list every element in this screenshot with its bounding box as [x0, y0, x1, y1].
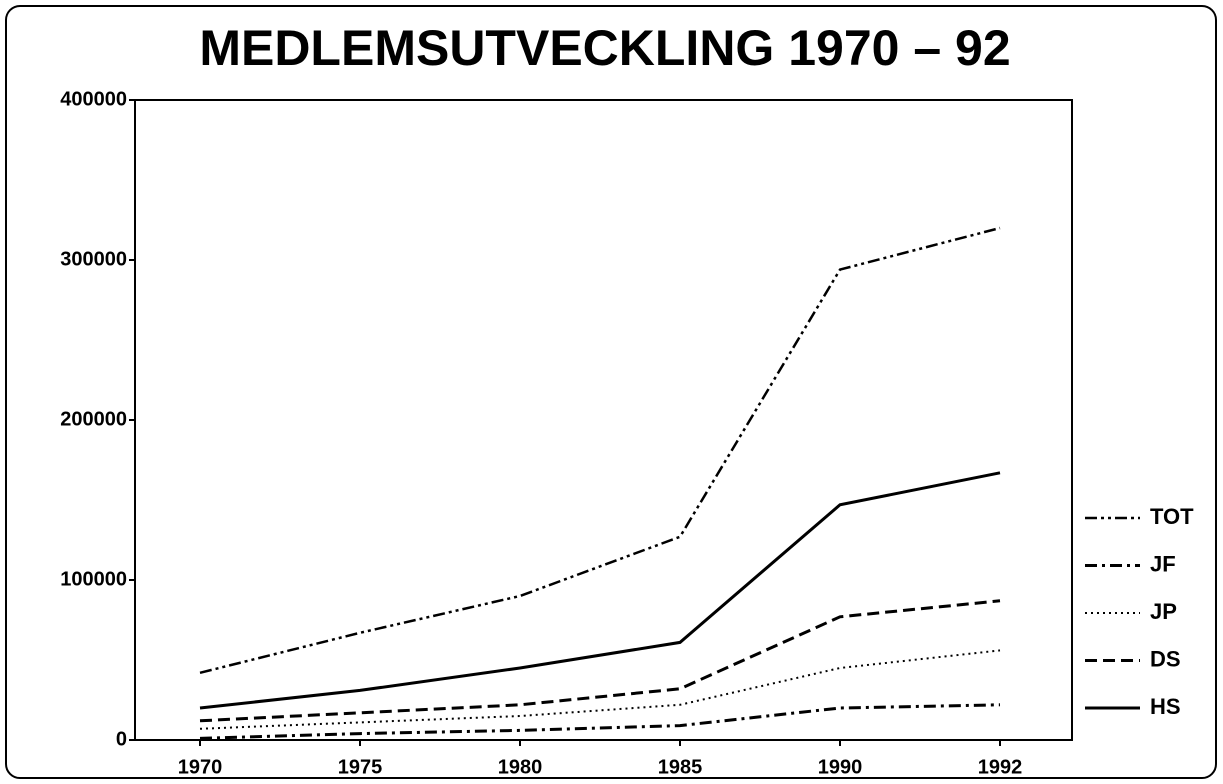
y-tick-label: 0	[116, 728, 127, 750]
y-tick-label: 400000	[60, 88, 127, 110]
chart-title: MEDLEMSUTVECKLING 1970 – 92	[199, 20, 1010, 76]
legend-label: DS	[1150, 646, 1181, 671]
y-tick-label: 300000	[60, 248, 127, 270]
y-tick-label: 200000	[60, 408, 127, 430]
legend-label: JF	[1150, 551, 1176, 576]
series-line	[199, 471, 1001, 710]
x-tick-label: 1990	[818, 756, 863, 778]
series-line	[199, 703, 1001, 740]
series-line	[199, 226, 1001, 675]
legend-label: JP	[1150, 599, 1177, 624]
x-tick-label: 1992	[978, 756, 1023, 778]
x-tick-label: 1970	[178, 756, 223, 778]
series-line	[199, 649, 1001, 730]
x-tick-label: 1980	[498, 756, 543, 778]
x-tick-label: 1985	[658, 756, 703, 778]
legend-label: HS	[1150, 694, 1181, 719]
x-tick-label: 1975	[338, 756, 383, 778]
page-border	[5, 5, 1217, 779]
series-line	[199, 599, 1001, 723]
y-tick-label: 100000	[60, 568, 127, 590]
plot-frame	[134, 99, 1073, 741]
legend-label: TOT	[1150, 504, 1194, 529]
